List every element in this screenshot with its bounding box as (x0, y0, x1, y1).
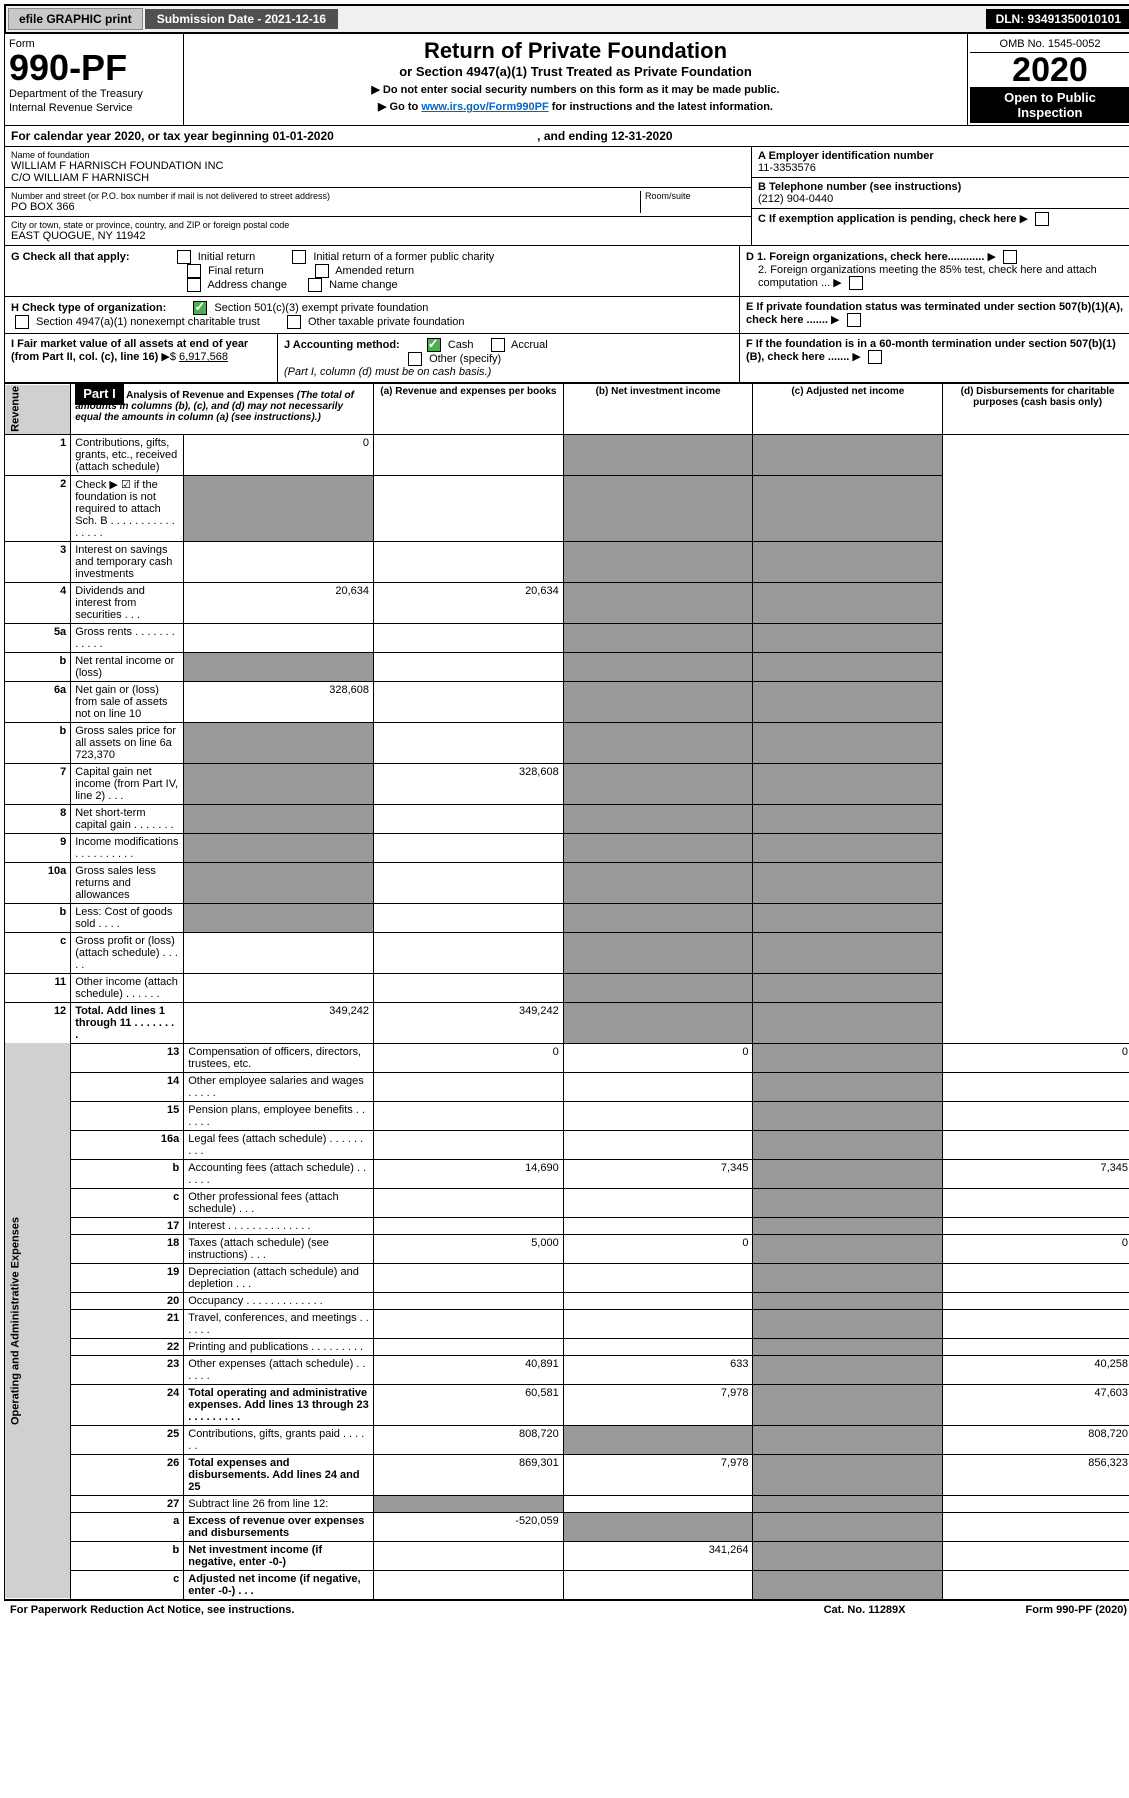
tax-year: 2020 (970, 53, 1129, 87)
paperwork-notice: For Paperwork Reduction Act Notice, see … (10, 1604, 294, 1616)
table-row: 16aLegal fees (attach schedule) . . . . … (5, 1130, 1129, 1159)
h-4947-checkbox[interactable] (15, 315, 29, 329)
col-c-header: (c) Adjusted net income (753, 384, 943, 435)
h-501c3-checkbox[interactable] (193, 301, 207, 315)
g-name-checkbox[interactable] (308, 278, 322, 292)
table-row: Operating and Administrative Expenses13C… (5, 1043, 1129, 1072)
table-row: 20Occupancy . . . . . . . . . . . . . (5, 1292, 1129, 1309)
table-row: 3Interest on savings and temporary cash … (5, 541, 1129, 582)
table-row: cOther professional fees (attach schedul… (5, 1188, 1129, 1217)
c-checkbox[interactable] (1035, 212, 1049, 226)
footer: For Paperwork Reduction Act Notice, see … (4, 1600, 1129, 1619)
table-row: bGross sales price for all assets on lin… (5, 722, 1129, 763)
table-row: 10aGross sales less returns and allowanc… (5, 862, 1129, 903)
d-foreign-box: D 1. Foreign organizations, check here..… (739, 246, 1129, 296)
ein-box: A Employer identification number 11-3353… (752, 147, 1129, 178)
col-d-header: (d) Disbursements for charitable purpose… (943, 384, 1129, 435)
table-row: 8Net short-term capital gain . . . . . .… (5, 804, 1129, 833)
col-a-header: (a) Revenue and expenses per books (373, 384, 563, 435)
table-row: 15Pension plans, employee benefits . . .… (5, 1101, 1129, 1130)
year-box: OMB No. 1545-0052 2020 Open to PublicIns… (967, 34, 1129, 125)
table-row: 18Taxes (attach schedule) (see instructi… (5, 1234, 1129, 1263)
table-row: 1Contributions, gifts, grants, etc., rec… (5, 434, 1129, 475)
g-final-checkbox[interactable] (187, 264, 201, 278)
open-inspection: Open to PublicInspection (970, 87, 1129, 123)
foundation-name-box: Name of foundation WILLIAM F HARNISCH FO… (5, 147, 751, 188)
g-former-checkbox[interactable] (292, 250, 306, 264)
telephone-box: B Telephone number (see instructions) (2… (752, 178, 1129, 209)
submission-date: Submission Date - 2021-12-16 (145, 9, 338, 29)
form-title: Return of Private Foundation (188, 38, 963, 64)
table-row: bNet rental income or (loss) (5, 652, 1129, 681)
g-amended-checkbox[interactable] (315, 264, 329, 278)
table-row: 11Other income (attach schedule) . . . .… (5, 973, 1129, 1002)
table-row: 2Check ▶ ☑ if the foundation is not requ… (5, 475, 1129, 541)
expenses-side-label: Operating and Administrative Expenses (5, 1043, 71, 1599)
table-row: 23Other expenses (attach schedule) . . .… (5, 1355, 1129, 1384)
table-row: 14Other employee salaries and wages . . … (5, 1072, 1129, 1101)
table-row: 27Subtract line 26 from line 12: (5, 1495, 1129, 1512)
form-link[interactable]: www.irs.gov/Form990PF (421, 101, 548, 113)
efile-button[interactable]: efile GRAPHIC print (8, 8, 143, 30)
f-60month-box: F If the foundation is in a 60-month ter… (739, 334, 1129, 382)
form-title-box: Return of Private Foundation or Section … (184, 34, 967, 125)
table-row: 24Total operating and administrative exp… (5, 1384, 1129, 1425)
g-initial-checkbox[interactable] (177, 250, 191, 264)
table-row: 17Interest . . . . . . . . . . . . . . (5, 1217, 1129, 1234)
revenue-side-label: Revenue (5, 384, 71, 435)
f-checkbox[interactable] (868, 350, 882, 364)
form-id-box: Form 990-PF Department of the Treasury I… (5, 34, 184, 125)
table-row: 7Capital gain net income (from Part IV, … (5, 763, 1129, 804)
goto-pre: ▶ Go to (378, 101, 421, 113)
g-address-checkbox[interactable] (187, 278, 201, 292)
table-row: 22Printing and publications . . . . . . … (5, 1338, 1129, 1355)
g-check-box: G Check all that apply: Initial return I… (5, 246, 739, 296)
table-row: 9Income modifications . . . . . . . . . … (5, 833, 1129, 862)
top-bar: efile GRAPHIC print Submission Date - 20… (4, 4, 1129, 34)
ssn-note: ▶ Do not enter social security numbers o… (188, 83, 963, 96)
calendar-year-row: For calendar year 2020, or tax year begi… (4, 126, 1129, 147)
table-row: 12Total. Add lines 1 through 11 . . . . … (5, 1002, 1129, 1043)
dln: DLN: 93491350010101 (986, 9, 1129, 29)
h-org-type-box: H Check type of organization: Section 50… (5, 297, 739, 333)
d1-checkbox[interactable] (1003, 250, 1017, 264)
j-other-checkbox[interactable] (408, 352, 422, 366)
table-row: cGross profit or (loss) (attach schedule… (5, 932, 1129, 973)
j-accrual-checkbox[interactable] (491, 338, 505, 352)
dept-treasury: Department of the Treasury (9, 88, 179, 100)
e-terminated-box: E If private foundation status was termi… (739, 297, 1129, 333)
address-box: Number and street (or P.O. box number if… (5, 188, 751, 217)
table-row: 21Travel, conferences, and meetings . . … (5, 1309, 1129, 1338)
e-checkbox[interactable] (847, 313, 861, 327)
table-row: 19Depreciation (attach schedule) and dep… (5, 1263, 1129, 1292)
table-row: 26Total expenses and disbursements. Add … (5, 1454, 1129, 1495)
j-accounting-box: J Accounting method: Cash Accrual Other … (277, 334, 739, 382)
goto-note: ▶ Go to www.irs.gov/Form990PF for instru… (188, 100, 963, 113)
city-box: City or town, state or province, country… (5, 217, 751, 245)
table-row: bNet investment income (if negative, ent… (5, 1541, 1129, 1570)
col-b-header: (b) Net investment income (563, 384, 753, 435)
part1-table: Revenue Part I Analysis of Revenue and E… (4, 383, 1129, 1600)
c-exemption-box: C If exemption application is pending, c… (752, 209, 1129, 229)
form-ref: Form 990-PF (2020) (1026, 1604, 1127, 1616)
table-row: bLess: Cost of goods sold . . . . (5, 903, 1129, 932)
table-row: cAdjusted net income (if negative, enter… (5, 1570, 1129, 1599)
form-subtitle: or Section 4947(a)(1) Trust Treated as P… (188, 64, 963, 79)
table-row: 4Dividends and interest from securities … (5, 582, 1129, 623)
h-other-checkbox[interactable] (287, 315, 301, 329)
goto-post: for instructions and the latest informat… (549, 101, 773, 113)
i-fmv-box: I Fair market value of all assets at end… (5, 334, 277, 382)
table-row: bAccounting fees (attach schedule) . . .… (5, 1159, 1129, 1188)
form-number: 990-PF (9, 50, 179, 86)
dept-irs: Internal Revenue Service (9, 102, 179, 114)
table-row: aExcess of revenue over expenses and dis… (5, 1512, 1129, 1541)
table-row: 25Contributions, gifts, grants paid . . … (5, 1425, 1129, 1454)
j-cash-checkbox[interactable] (427, 338, 441, 352)
cat-no: Cat. No. 11289X (824, 1604, 906, 1616)
d2-checkbox[interactable] (849, 276, 863, 290)
table-row: 5aGross rents . . . . . . . . . . . . (5, 623, 1129, 652)
table-row: 6aNet gain or (loss) from sale of assets… (5, 681, 1129, 722)
